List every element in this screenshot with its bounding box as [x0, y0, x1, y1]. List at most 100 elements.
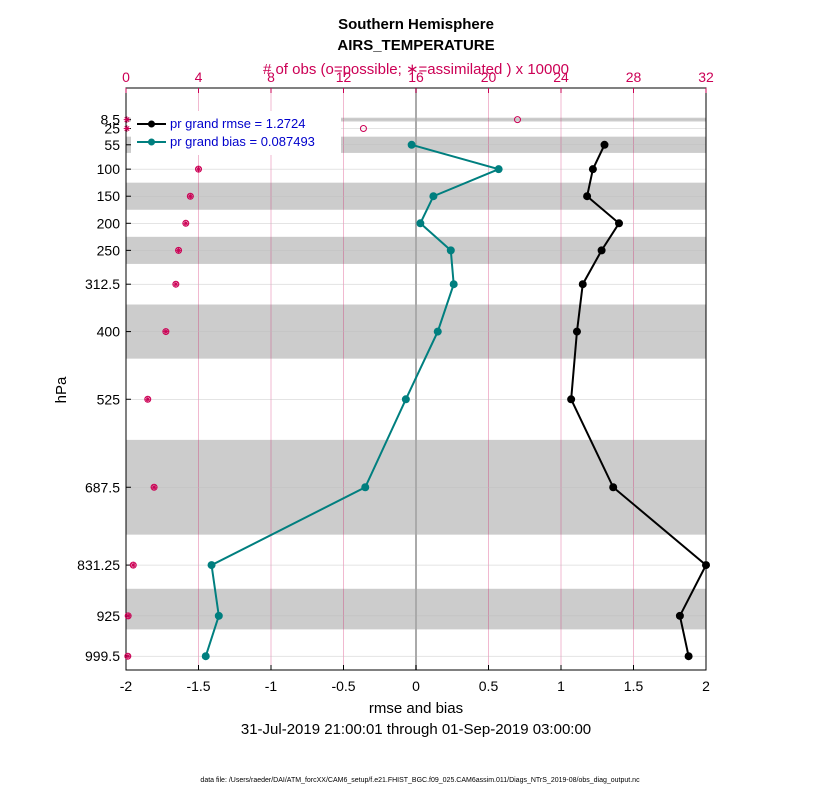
- chart-subtitle: AIRS_TEMPERATURE: [337, 37, 494, 54]
- obs-assimilated-stroke-5-3: [183, 220, 189, 226]
- rmse-point-3: [615, 219, 623, 228]
- x-tick-label-1: -1.5: [186, 678, 210, 694]
- obs-assimilated-stroke-0-3: [124, 117, 130, 123]
- x-tick-label-6: 1: [557, 678, 565, 694]
- x-tick-label-7: 1.5: [624, 678, 644, 694]
- rmse-point-11: [684, 652, 693, 661]
- x-tick-label-2: -1: [265, 678, 278, 694]
- bias-point-5: [449, 280, 458, 289]
- rmse-point-7: [567, 395, 576, 404]
- obs-assimilated-stroke-12-3: [125, 613, 131, 619]
- y-tick-label-11: 831.25: [77, 557, 120, 573]
- obs-assimilated-stroke-1-3: [124, 125, 130, 132]
- legend-box: [131, 111, 341, 155]
- obs-assimilated-marker-11: [130, 561, 137, 569]
- rmse-point-1: [588, 165, 597, 174]
- bias-point-6: [433, 327, 442, 336]
- y-tick-label-0: 8.5: [101, 112, 121, 128]
- rmse-point-0: [600, 140, 609, 149]
- x-tick-label-5: 0.5: [479, 678, 499, 694]
- axis-ticks: -2 -1.5 -1 -0.5 0 0.5 1 1.5 20 4 8 12 16 20 24 28 328.52…: [77, 69, 714, 694]
- bias-point-9: [207, 561, 216, 570]
- data-file-footnote: data file: /Users/raeder/DAI/ATM_forcXX/…: [200, 777, 640, 784]
- y-axis-label: hPa: [53, 376, 70, 403]
- y-tick-label-13: 999.5: [85, 648, 120, 664]
- rmse-point-6: [572, 327, 581, 336]
- bias-point-2: [429, 192, 438, 201]
- rmse-point-8: [609, 483, 618, 492]
- top-tick-label-0: 0: [122, 69, 130, 85]
- x-tick-label-8: 2: [702, 678, 710, 694]
- obs-assimilated-marker-8: [162, 328, 170, 335]
- rmse-point-2: [583, 192, 592, 201]
- obs-assimilated-marker-9: [144, 396, 151, 403]
- obs-assimilated-marker-3: [195, 165, 202, 173]
- top-tick-label-3: 12: [336, 69, 352, 85]
- obs-assimilated-marker-6: [175, 247, 182, 254]
- y-tick-label-4: 150: [97, 188, 121, 204]
- legend: pr grand rmse = 1.2724 pr grand bias = 0…: [131, 111, 341, 155]
- obs-assimilated-marker-7: [172, 281, 180, 288]
- rmse-point-5: [578, 280, 587, 289]
- obs-assimilated-marker-0: [123, 116, 131, 123]
- rmse-point-10: [675, 611, 684, 620]
- y-tick-label-1: 25: [104, 121, 120, 137]
- rmse-line: [570, 144, 708, 657]
- obs-assimilated-stroke-13-3: [125, 653, 131, 659]
- obs-assimilated-marker-12: [124, 612, 132, 620]
- bias-point-4: [446, 246, 455, 255]
- bias-point-10: [214, 611, 223, 620]
- obs-assimilated-marker-1: [123, 125, 131, 132]
- rmse-point-9: [702, 561, 710, 570]
- obs-assimilated-marker-10: [150, 484, 158, 491]
- legend-rmse-marker: [148, 120, 155, 128]
- obs-assimilated-stroke-9-3: [145, 396, 151, 402]
- bias-point-1: [494, 165, 503, 174]
- y-tick-label-10: 687.5: [85, 479, 120, 495]
- y-tick-label-2: 55: [104, 137, 120, 153]
- y-tick-label-12: 925: [97, 608, 121, 624]
- bias-point-11: [201, 652, 210, 661]
- obs-assimilated-marker-4: [187, 193, 194, 200]
- obs-assimilated-stroke-8-3: [163, 328, 169, 335]
- top-tick-label-5: 20: [481, 69, 497, 85]
- rmse-point-4: [597, 246, 606, 255]
- y-tick-label-8: 400: [97, 324, 121, 340]
- legend-rmse-label: pr grand rmse = 1.2724: [170, 116, 306, 131]
- bias-point-7: [401, 395, 410, 404]
- top-tick-label-6: 24: [553, 69, 569, 85]
- top-tick-label-2: 8: [267, 69, 275, 85]
- y-tick-label-7: 312.5: [85, 276, 120, 292]
- legend-bias-marker: [148, 138, 155, 146]
- x-tick-label-0: -2: [120, 678, 133, 694]
- legend-bias-label: pr grand bias = 0.087493: [170, 134, 315, 149]
- x-tick-label-4: 0: [412, 678, 420, 694]
- y-tick-label-3: 100: [97, 161, 121, 177]
- obs-assimilated-stroke-7-3: [173, 281, 179, 287]
- obs-possible-marker-1: [359, 125, 367, 133]
- obs-assimilated-marker-13: [124, 652, 132, 660]
- top-tick-label-4: 16: [408, 69, 424, 85]
- top-tick-label-8: 32: [698, 69, 714, 85]
- obs-assimilated-stroke-3-3: [195, 166, 202, 172]
- bias-point-8: [361, 483, 370, 492]
- x-tick-label-3: -0.5: [331, 678, 355, 694]
- top-tick-label-7: 28: [626, 69, 642, 85]
- date-range-label: 31-Jul-2019 21:00:01 through 01-Sep-2019…: [241, 721, 591, 738]
- obs-assimilated-stroke-4-3: [187, 193, 193, 199]
- y-tick-label-6: 250: [97, 242, 121, 258]
- chart-title: Southern Hemisphere: [338, 16, 494, 33]
- top-axis-label: # of obs (o=possible; ∗=assimilated ) x …: [263, 61, 569, 78]
- obs-assimilated-stroke-10-3: [151, 484, 157, 490]
- data-series: [201, 140, 710, 661]
- obs-possible-marker-0: [514, 116, 521, 124]
- top-tick-label-1: 4: [195, 69, 203, 85]
- bias-line: [204, 143, 502, 657]
- y-tick-label-9: 525: [97, 391, 121, 407]
- obs-assimilated-stroke-6-3: [175, 247, 182, 253]
- bias-point-0: [407, 140, 416, 149]
- y-tick-label-5: 200: [97, 215, 121, 231]
- obs-assimilated-stroke-11-3: [130, 562, 136, 568]
- bias-point-3: [416, 219, 425, 228]
